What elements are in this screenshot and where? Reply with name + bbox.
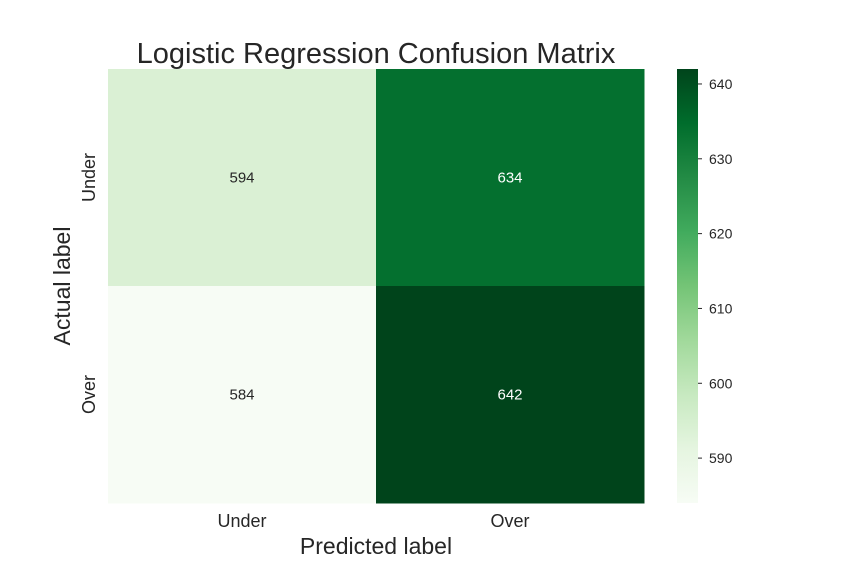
chart-title: Logistic Regression Confusion Matrix (137, 38, 616, 70)
y-tick-label: Over (79, 375, 99, 414)
cell-value-label: 642 (497, 387, 522, 404)
colorbar-tick-label: 610 (709, 300, 733, 316)
heatmap-cells (108, 69, 645, 504)
colorbar-ticks: 590 600 610 620 630 640 (698, 76, 733, 466)
heatmap-cell (376, 286, 645, 504)
colorbar-tick-label: 640 (709, 76, 733, 92)
cell-value-label: 584 (229, 387, 254, 404)
x-tick-labels: Under Over (217, 511, 529, 531)
cell-value-label: 634 (497, 170, 522, 187)
colorbar-tick-label: 590 (709, 450, 733, 466)
heatmap-cell (376, 69, 645, 287)
y-tick-labels: Under Over (79, 153, 99, 414)
x-tick-label: Over (490, 511, 529, 531)
y-axis-label: Actual label (49, 227, 75, 346)
heatmap-cell (108, 69, 377, 287)
colorbar-tick-label: 620 (709, 226, 733, 242)
colorbar (677, 69, 698, 503)
y-tick-label: Under (79, 153, 99, 202)
colorbar-tick-label: 630 (709, 151, 733, 167)
heatmap-cell (108, 286, 377, 504)
cell-value-label: 594 (229, 170, 254, 187)
colorbar-tick-label: 600 (709, 375, 733, 391)
heatmap-cell-labels: 594 634 584 642 (229, 170, 522, 404)
x-axis-label: Predicted label (300, 533, 452, 559)
x-tick-label: Under (217, 511, 266, 531)
